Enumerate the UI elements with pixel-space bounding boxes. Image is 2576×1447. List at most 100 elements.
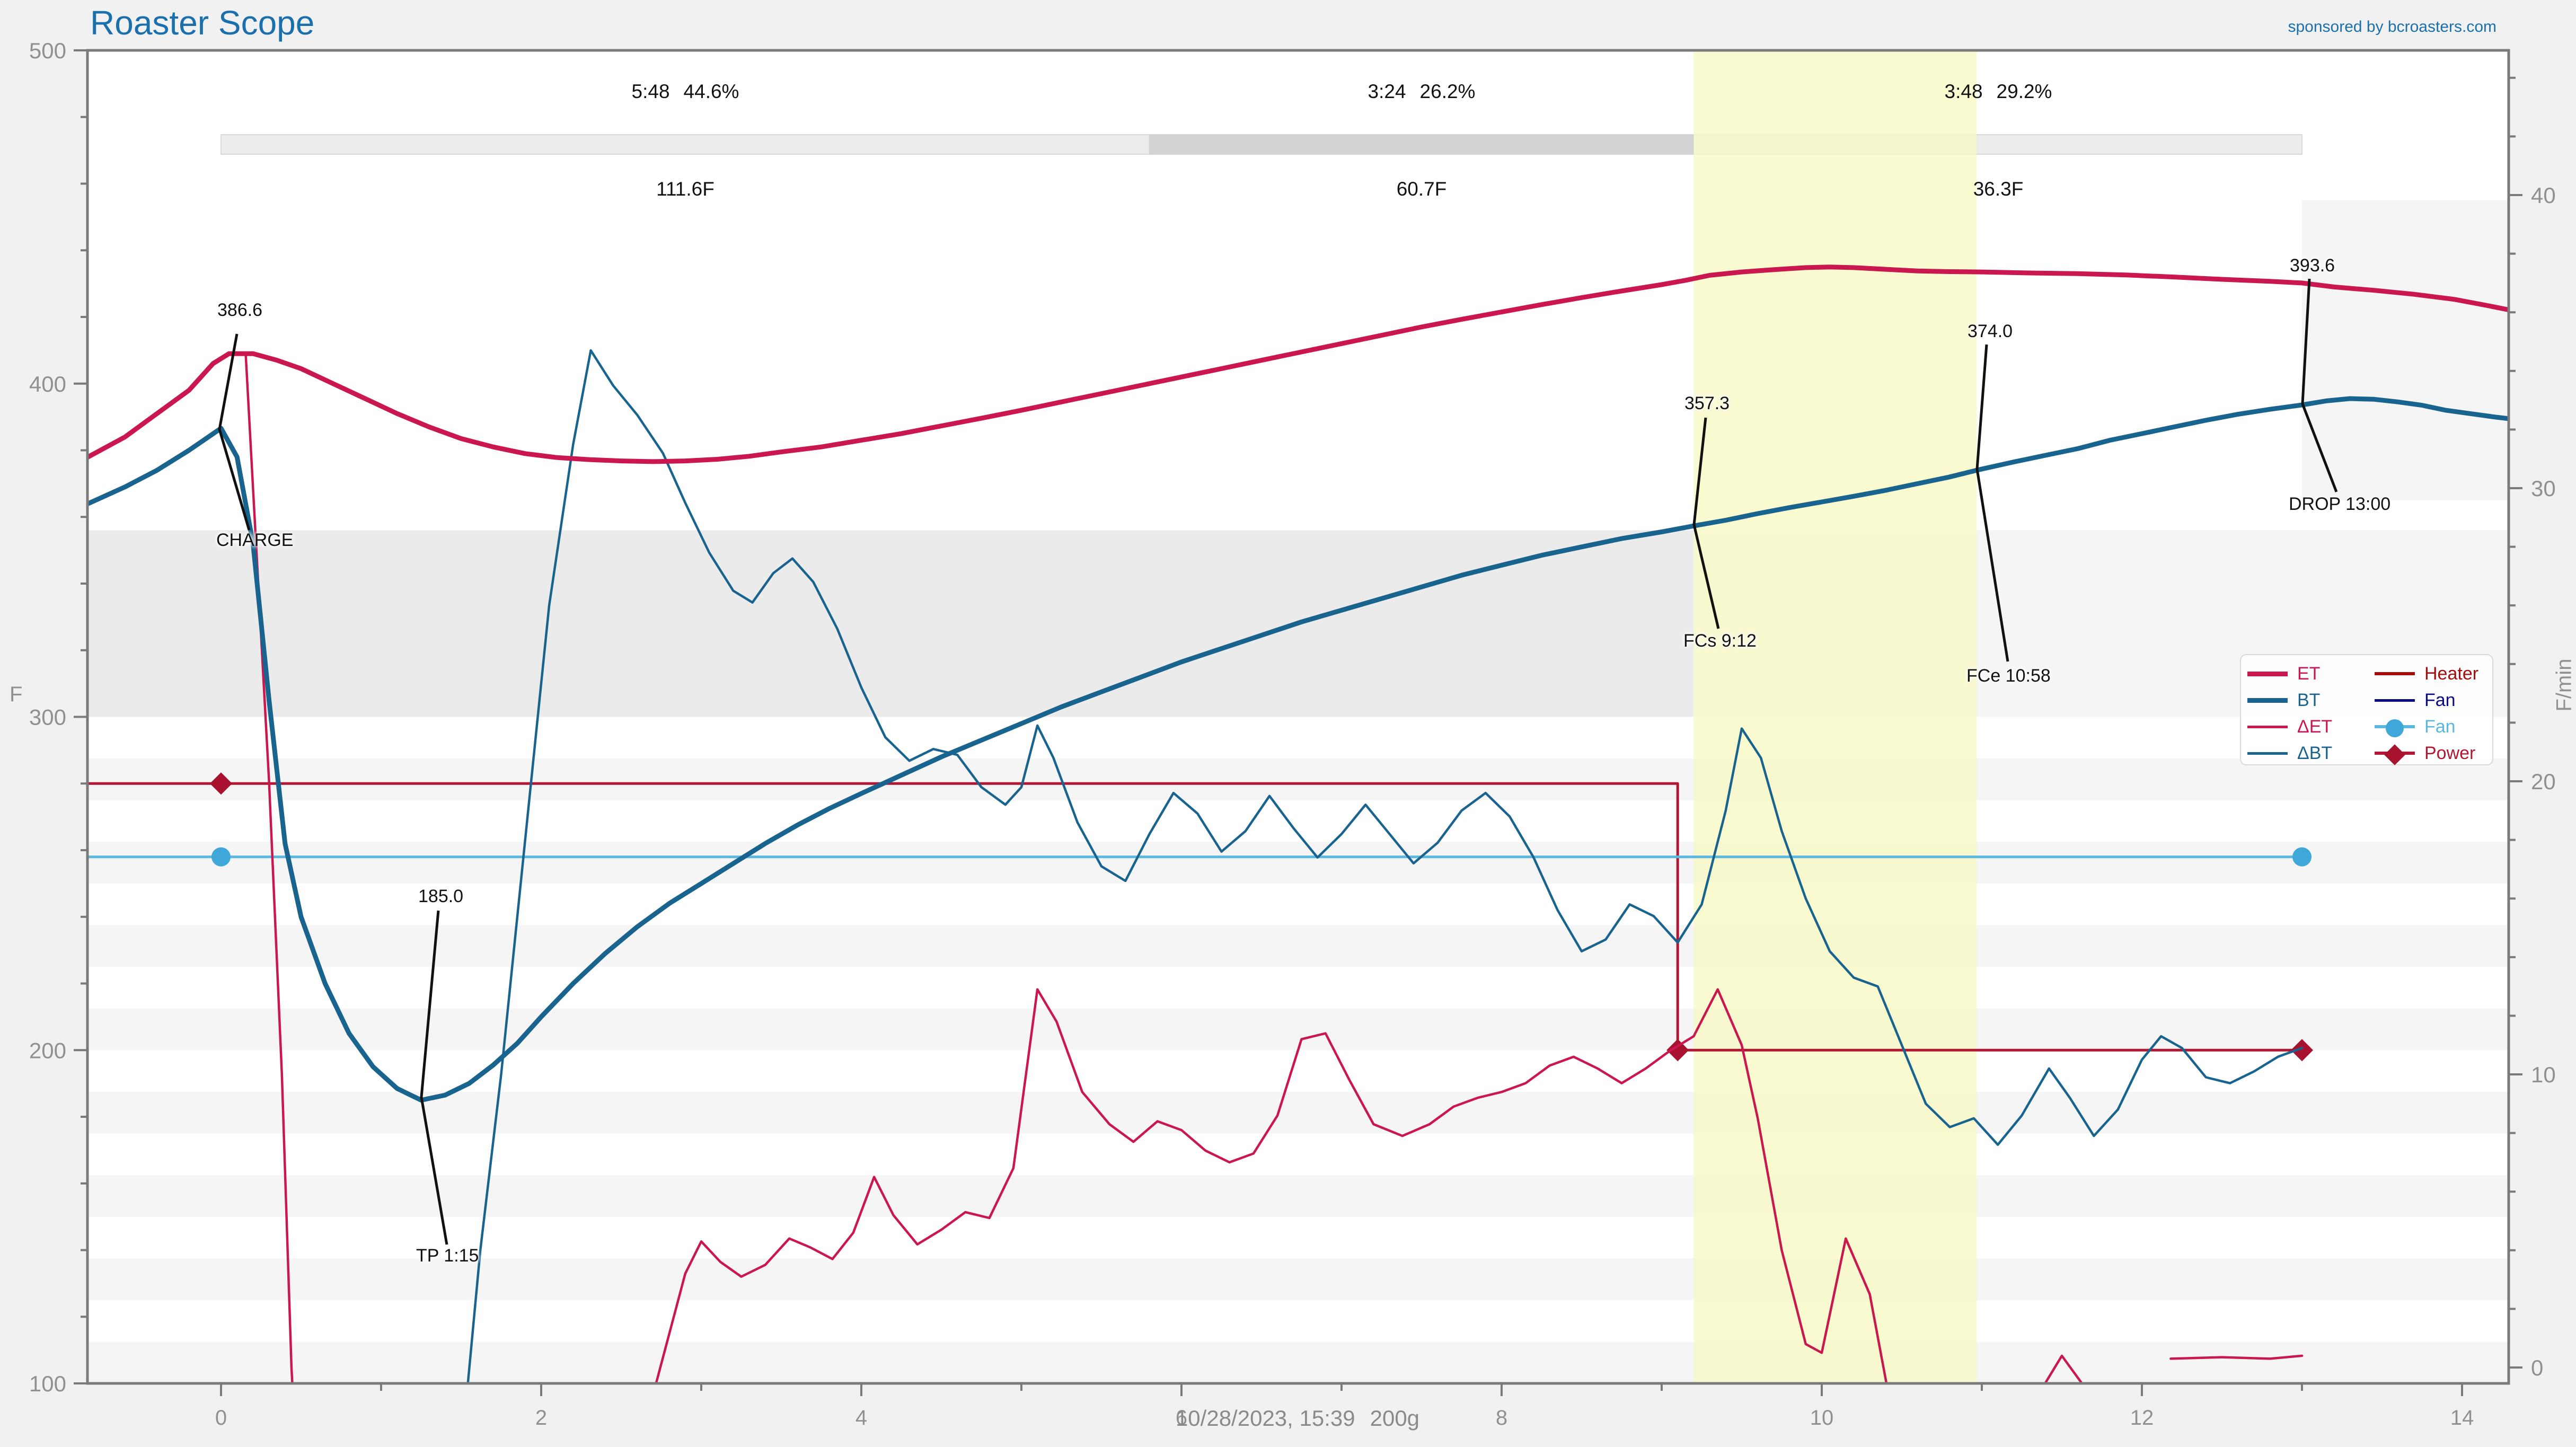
legend-item-delta-et[interactable]: ΔET (2247, 713, 2332, 740)
chart-legend: ET BT ΔET ΔBT Heater Fan (2240, 654, 2493, 765)
y-right-tick-label: 30 (2531, 476, 2556, 501)
background-stripe (87, 1091, 2509, 1134)
annotation-tp-value: 185.0 (418, 886, 464, 906)
y-right-tick-label: 0 (2531, 1355, 2543, 1380)
legend-label-power: Power (2424, 743, 2476, 763)
legend-item-delta-bt[interactable]: ΔBT (2247, 740, 2332, 766)
background-stripe (87, 842, 2509, 884)
fan-line-swatch-icon (2375, 699, 2415, 702)
legend-item-et[interactable]: ET (2247, 660, 2332, 687)
y-left-tick-label: 100 (29, 1371, 66, 1396)
roast-date: 10/28/2023, 15:39 (1175, 1406, 1355, 1431)
power-diamond-marker-icon (2291, 1039, 2313, 1062)
background-stripe (87, 1258, 2509, 1300)
y-right-tick-label: 10 (2531, 1062, 2556, 1087)
y-right-tick-label: 40 (2531, 183, 2556, 208)
det-curve (2169, 1354, 2304, 1360)
y-left-tick-label: 300 (29, 705, 66, 730)
y-left-tick-label: 500 (29, 38, 66, 63)
phase-2-delta: 60.7F (1396, 178, 1447, 200)
legend-item-bt[interactable]: BT (2247, 687, 2332, 713)
x-tick-label: 0 (215, 1406, 227, 1430)
annotation-tp-event: TP 1:15 (416, 1246, 479, 1266)
x-tick-label: 2 (535, 1406, 547, 1430)
background-stripe (87, 1008, 2509, 1051)
phase-3-time-percent: 3:48 29.2% (1945, 81, 2052, 103)
annotation-leader-tp (420, 910, 448, 1245)
temperature-band (2302, 200, 2509, 500)
annotation-charge-event: CHARGE (216, 530, 294, 550)
fan-circle-marker-icon (211, 847, 231, 867)
legend-item-heater[interactable]: Heater (2375, 660, 2478, 687)
sponsor-link[interactable]: sponsored by bcroasters.com (2288, 18, 2496, 36)
power-diamond-marker-icon (2384, 744, 2405, 765)
legend-label-delta-bt: ΔBT (2297, 743, 2333, 763)
background-stripe (87, 1175, 2509, 1217)
fan-circle-marker-icon (2292, 847, 2312, 867)
y-left-tick-label: 200 (29, 1038, 66, 1063)
phase-bar-segment-2 (1149, 134, 1695, 155)
legend-label-fan: Fan (2424, 690, 2456, 710)
phase-1-delta: 111.6F (656, 178, 714, 200)
first-crack-band (1693, 50, 1977, 1383)
x-tick-label: 12 (2130, 1406, 2154, 1430)
phase-bar-segment-1 (220, 134, 1150, 155)
annotation-fce-event: FCe 10:58 (1966, 666, 2051, 686)
legend-label-et: ET (2297, 663, 2321, 684)
background-stripe (87, 925, 2509, 967)
phase-2-time-percent: 3:24 26.2% (1368, 81, 1476, 103)
y-right-axis-unit: F/min (2552, 658, 2576, 712)
bt-curve (87, 396, 2509, 1103)
annotation-leader-charge (218, 333, 251, 531)
phase-3-delta: 36.3F (1973, 178, 2024, 200)
phase-1-time: 5:48 (631, 81, 670, 102)
bt-line-swatch-icon (2247, 698, 2288, 703)
roast-weight: 200g (1370, 1406, 1420, 1431)
power-marker-swatch-icon (2375, 744, 2415, 765)
page-title: Roaster Scope (90, 4, 315, 42)
annotation-leader-fcs (1692, 417, 1720, 629)
y-left-tick-label: 400 (29, 372, 66, 396)
delta-et-line-swatch-icon (2247, 725, 2288, 728)
roast-session-info: 10/28/2023, 15:39 200g (1168, 1406, 1427, 1431)
power-diamond-marker-icon (1666, 1039, 1689, 1062)
annotation-leader-drop (2301, 278, 2338, 492)
legend-item-fan[interactable]: Fan (2375, 687, 2478, 713)
phase-3-percent: 29.2% (1996, 81, 2052, 102)
x-tick-label: 6 (1176, 1406, 1187, 1430)
phase-2-time: 3:24 (1368, 81, 1406, 102)
x-tick-label: 8 (1496, 1406, 1507, 1430)
annotation-drop-value: 393.6 (2290, 255, 2335, 276)
x-tick-label: 10 (1810, 1406, 1834, 1430)
fan-circle-marker-icon (2386, 719, 2404, 737)
heater-line-swatch-icon (2375, 672, 2415, 675)
y-left-axis-unit: F (10, 683, 23, 706)
legend-label-delta-et: ΔET (2297, 716, 2333, 737)
x-tick-label: 4 (855, 1406, 867, 1430)
phase-1-percent: 44.6% (683, 81, 739, 102)
annotation-fce-value: 374.0 (1968, 321, 2013, 341)
annotation-charge-value: 386.6 (217, 300, 263, 320)
annotation-leader-fce (1975, 344, 2009, 662)
phase-1-time-percent: 5:48 44.6% (632, 81, 739, 103)
background-stripe (87, 758, 2509, 800)
et-line-swatch-icon (2247, 671, 2288, 676)
det-curve (2044, 1354, 2083, 1383)
annotation-drop-event: DROP 13:00 (2289, 494, 2391, 514)
legend-item-fan-speed[interactable]: Fan (2375, 713, 2478, 740)
power-diamond-marker-icon (210, 772, 232, 795)
annotation-fcs-value: 357.3 (1684, 393, 1730, 413)
et-curve (87, 264, 2509, 464)
legend-label-fan-speed: Fan (2424, 716, 2456, 737)
phase-2-percent: 26.2% (1419, 81, 1476, 102)
y-right-tick-label: 20 (2531, 769, 2556, 794)
background-stripe (87, 1342, 2509, 1383)
x-tick-label: 14 (2450, 1406, 2474, 1430)
legend-label-heater: Heater (2424, 663, 2479, 684)
legend-item-power[interactable]: Power (2375, 740, 2478, 766)
det-curve (655, 988, 1888, 1383)
phase-3-time: 3:48 (1944, 81, 1983, 102)
dbt-curve (466, 349, 2304, 1383)
